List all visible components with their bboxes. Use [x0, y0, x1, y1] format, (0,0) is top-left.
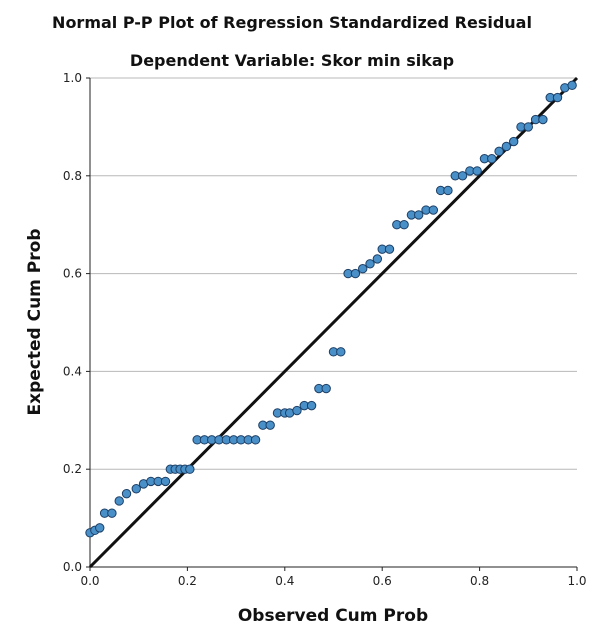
data-point-0-60 — [501, 141, 512, 152]
y-tick-label-5: 1.0 — [63, 71, 82, 85]
data-point-0-16 — [185, 464, 195, 474]
data-point-0-11 — [160, 476, 171, 487]
data-point-0-40 — [358, 264, 368, 274]
data-point-0-2 — [95, 523, 105, 533]
x-tick-label-1: 0.2 — [178, 574, 197, 588]
data-point-0-58 — [487, 153, 497, 164]
y-axis-title: Expected Cum Prob — [25, 229, 45, 416]
data-point-0-50 — [428, 205, 439, 215]
data-point-0-63 — [523, 122, 533, 132]
y-tick-label-1: 0.2 — [63, 462, 82, 476]
data-point-0-25 — [250, 435, 261, 445]
y-axis-ticks: 0.0 0.2 0.4 0.6 0.8 1.0 — [63, 71, 90, 574]
plot-frame — [89, 78, 577, 568]
y-tick-label-4: 0.8 — [63, 169, 82, 183]
data-point-0-59 — [494, 146, 504, 157]
x-tick-label-4: 0.8 — [470, 574, 489, 588]
data-point-0-6 — [121, 488, 132, 499]
x-tick-label-2: 0.4 — [275, 574, 294, 588]
data-point-0-39 — [350, 268, 361, 279]
data-point-0-67 — [552, 92, 563, 103]
y-tick-label-0: 0.0 — [63, 560, 82, 574]
x-tick-label-3: 0.6 — [373, 574, 392, 588]
y-tick-label-3: 0.6 — [63, 267, 82, 281]
y-tick-label-2: 0.4 — [63, 364, 82, 378]
x-axis-title: Observed Cum Prob — [238, 606, 428, 626]
data-point-0-54 — [457, 171, 468, 181]
data-point-0-41 — [365, 259, 375, 269]
data-point-0-44 — [384, 244, 395, 254]
data-point-0-37 — [336, 347, 346, 357]
data-point-0-48 — [414, 210, 424, 220]
x-axis-ticks: 0.0 0.2 0.4 0.6 0.8 1.0 — [80, 567, 587, 588]
data-point-0-27 — [265, 420, 275, 430]
data-point-0-42 — [372, 254, 383, 264]
reference-line-group — [88, 76, 579, 569]
reference-line — [88, 76, 579, 569]
data-point-0-4 — [107, 508, 117, 518]
chart-subtitle: Dependent Variable: Skor min sikap — [130, 51, 454, 70]
data-point-0-61 — [508, 136, 519, 147]
x-tick-label-5: 1.0 — [567, 574, 586, 588]
data-point-0-65 — [538, 114, 548, 125]
x-tick-label-0: 0.0 — [80, 574, 99, 588]
chart-title: Normal P-P Plot of Regression Standardiz… — [52, 13, 532, 32]
data-point-0-52 — [443, 185, 453, 196]
data-point-0-46 — [399, 220, 409, 230]
data-point-0-69 — [567, 80, 577, 91]
data-point-0-33 — [306, 400, 317, 411]
data-point-0-7 — [131, 484, 141, 494]
data-point-0-35 — [321, 383, 331, 394]
scatter-points — [85, 80, 577, 538]
data-point-0-5 — [114, 496, 124, 506]
data-point-0-31 — [292, 405, 302, 416]
data-point-0-56 — [472, 166, 482, 176]
